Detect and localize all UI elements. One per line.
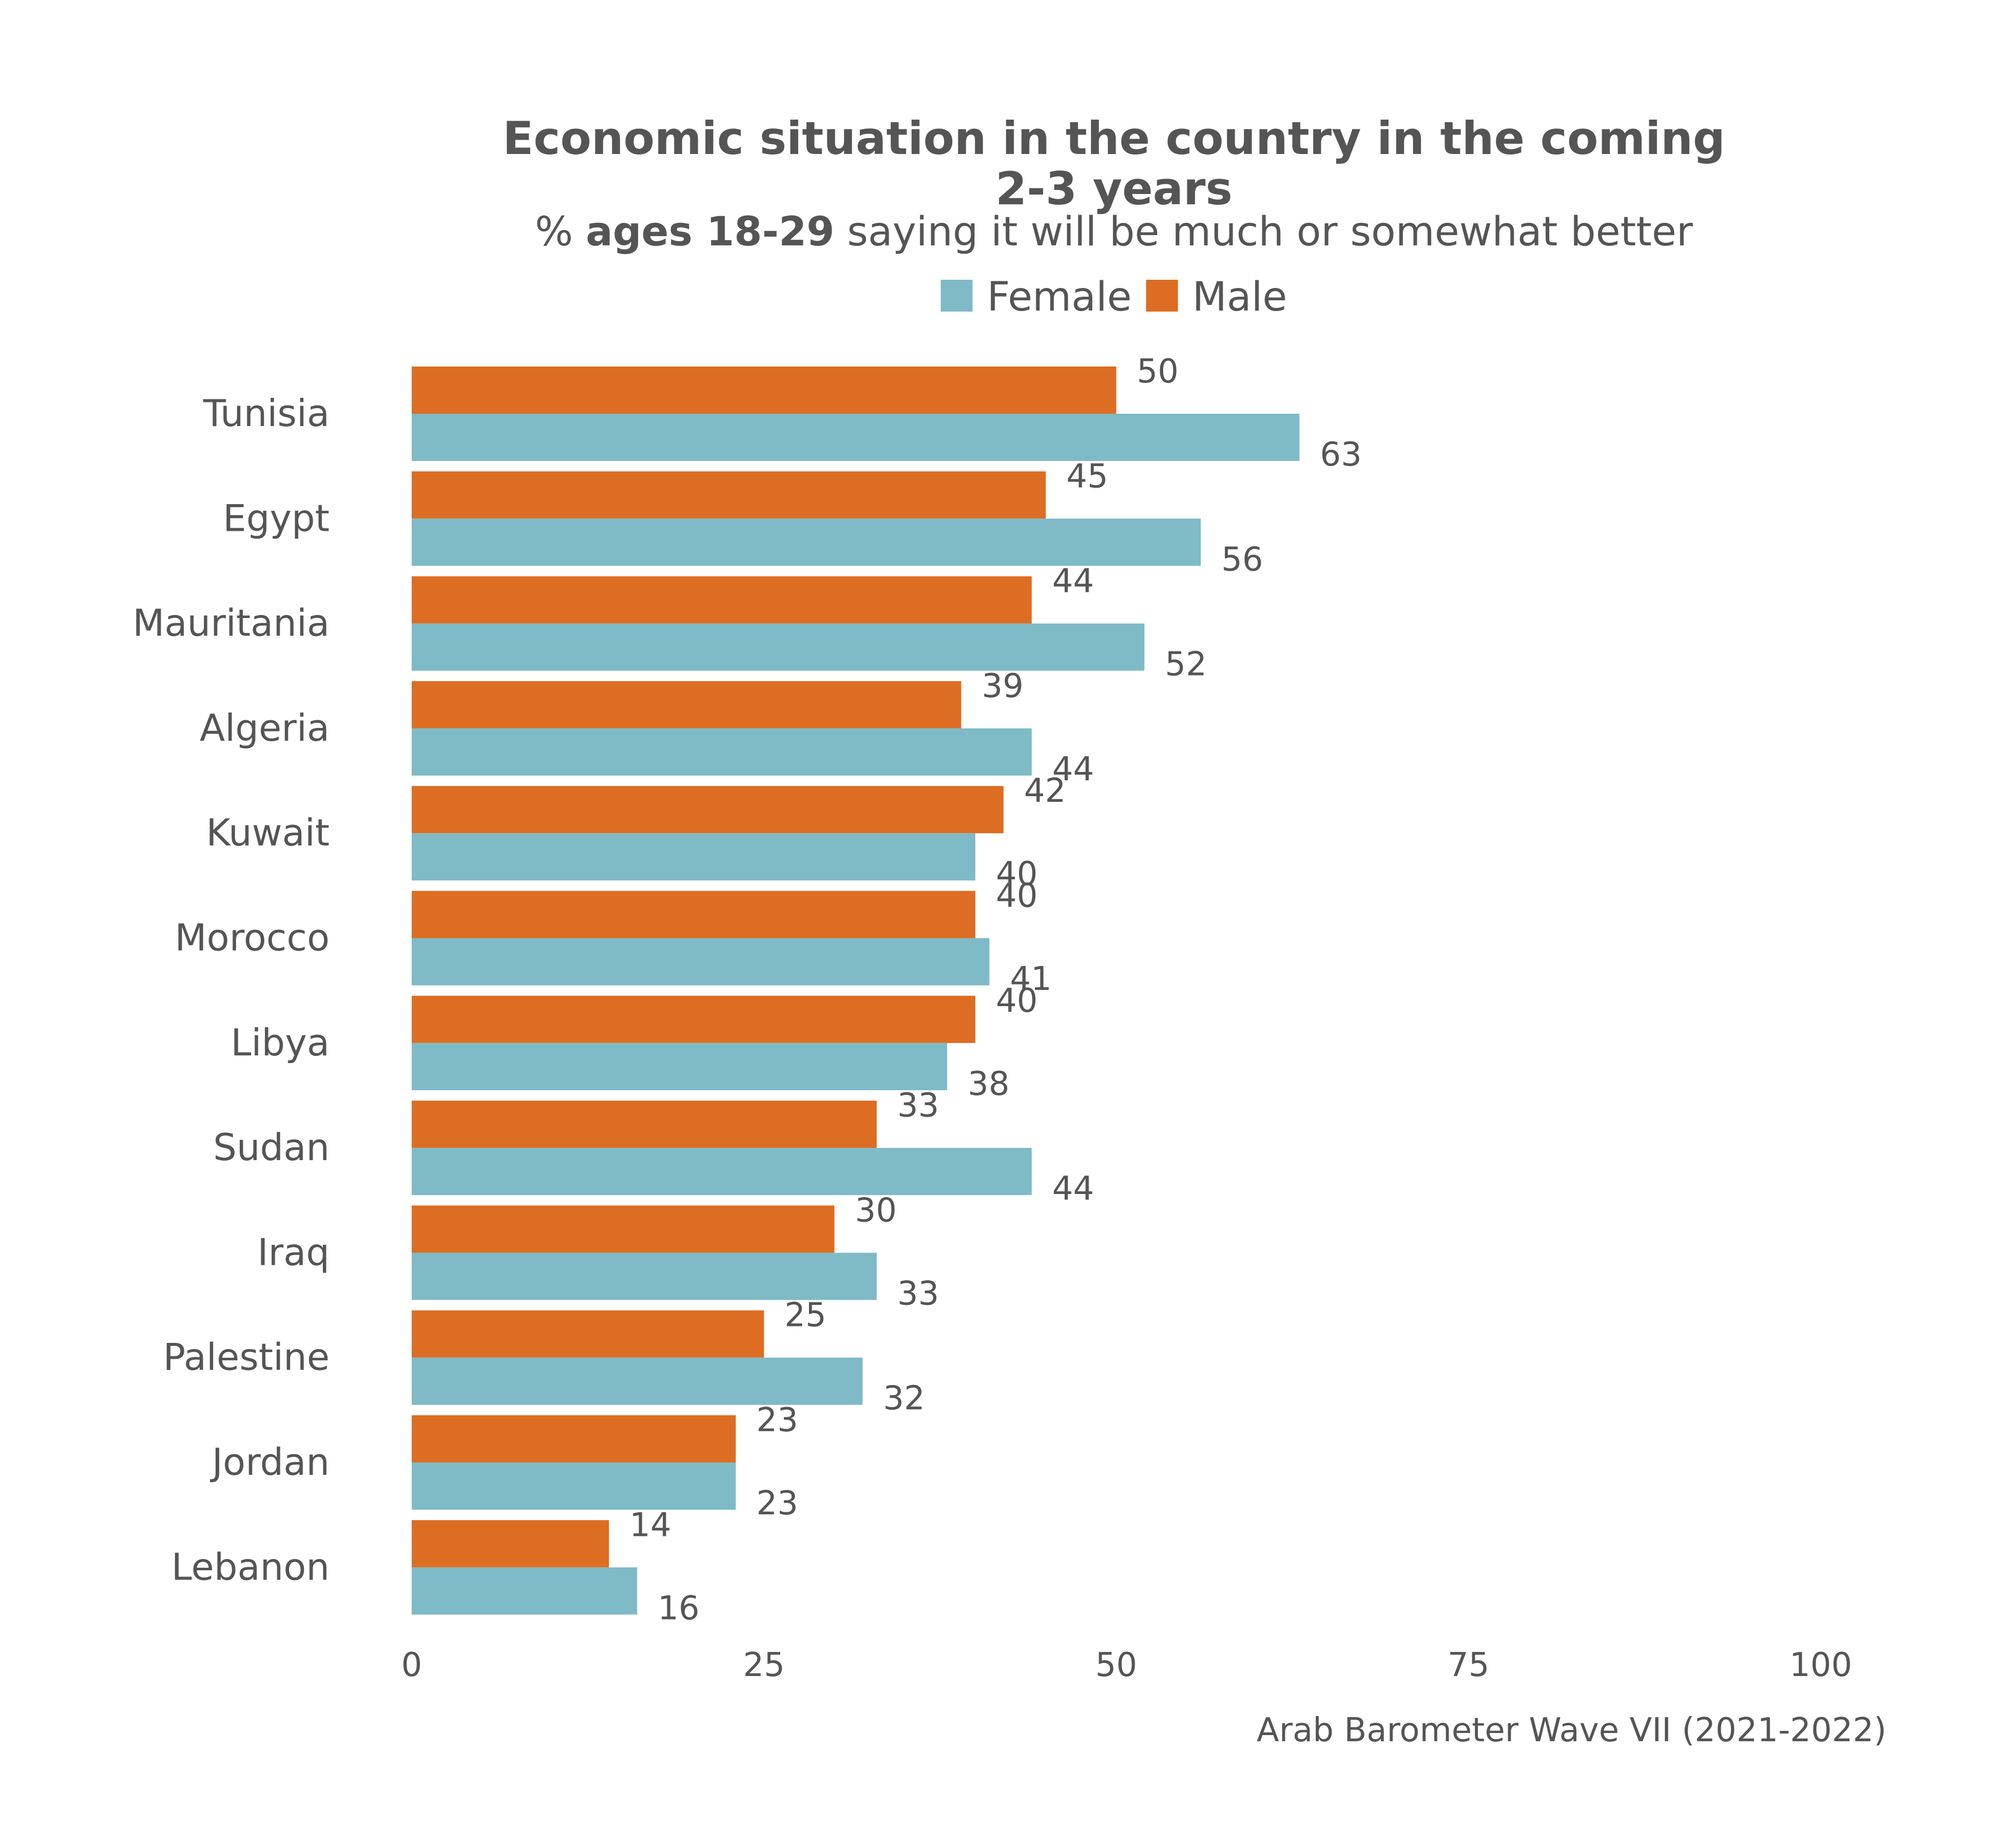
bar-libya-male — [412, 995, 975, 1043]
data-label-mauritania-male: 44 — [1052, 563, 1094, 601]
bar-iraq-male — [412, 1205, 835, 1253]
data-label-jordan-male: 23 — [756, 1401, 798, 1439]
subtitle-emphasis: ages 18-29 — [586, 209, 834, 255]
bar-lebanon-female — [412, 1567, 638, 1615]
data-label-lebanon-female: 16 — [658, 1589, 699, 1627]
data-label-tunisia-female: 63 — [1320, 436, 1361, 474]
legend: Female Male — [940, 274, 1287, 320]
x-axis-ticks-group: 0 25 50 75 100 — [401, 1646, 1852, 1684]
bar-mauritania-male — [412, 576, 1032, 624]
bar-jordan-female — [412, 1462, 736, 1510]
bar-jordan-male — [412, 1415, 736, 1462]
bars-group — [412, 367, 1300, 1615]
bar-algeria-female — [412, 728, 1032, 776]
bar-kuwait-female — [412, 833, 975, 881]
data-label-palestine-male: 25 — [784, 1297, 826, 1335]
bar-libya-female — [412, 1043, 948, 1090]
data-label-sudan-female: 44 — [1052, 1170, 1094, 1208]
category-labels-group: Tunisia Egypt Mauritania Algeria Kuwait Moroc… — [132, 392, 330, 1588]
category-label-jordan: Jordan — [210, 1440, 330, 1484]
bar-kuwait-male — [412, 786, 1004, 834]
data-label-iraq-male: 30 — [855, 1191, 897, 1229]
bar-egypt-male — [412, 471, 1046, 519]
data-label-iraq-female: 33 — [897, 1275, 939, 1313]
data-label-sudan-male: 33 — [897, 1087, 939, 1125]
category-label-egypt: Egypt — [223, 496, 330, 540]
x-tick-label-50: 50 — [1095, 1646, 1137, 1684]
bar-palestine-male — [412, 1310, 764, 1358]
data-label-libya-female: 38 — [968, 1065, 1009, 1103]
bar-morocco-female — [412, 938, 990, 986]
bar-lebanon-male — [412, 1520, 609, 1568]
category-label-kuwait: Kuwait — [206, 811, 330, 854]
data-label-mauritania-female: 52 — [1165, 646, 1206, 684]
category-label-palestine: Palestine — [163, 1336, 330, 1379]
subtitle-suffix: saying it will be much or somewhat bette… — [835, 209, 1693, 255]
x-tick-label-100: 100 — [1789, 1646, 1852, 1684]
data-labels-group: 5063455644523944424040414038334430332532… — [629, 353, 1361, 1627]
category-label-mauritania: Mauritania — [132, 602, 330, 645]
data-label-tunisia-male: 50 — [1137, 353, 1179, 391]
data-label-morocco-female: 41 — [1010, 960, 1051, 998]
bar-sudan-female — [412, 1148, 1032, 1196]
category-label-libya: Libya — [230, 1021, 330, 1064]
data-label-egypt-female: 56 — [1221, 541, 1263, 579]
category-label-tunisia: Tunisia — [203, 392, 330, 435]
data-label-algeria-female: 44 — [1052, 750, 1094, 788]
bar-tunisia-male — [412, 367, 1116, 414]
bar-iraq-female — [412, 1253, 877, 1300]
x-tick-label-25: 25 — [743, 1646, 785, 1684]
bar-tunisia-female — [412, 414, 1300, 461]
data-label-algeria-male: 39 — [982, 667, 1024, 705]
bar-palestine-female — [412, 1357, 863, 1405]
bar-morocco-male — [412, 891, 975, 938]
data-label-egypt-male: 45 — [1066, 457, 1108, 495]
category-label-iraq: Iraq — [257, 1230, 330, 1274]
data-label-jordan-female: 23 — [756, 1485, 798, 1523]
legend-label-male: Male — [1192, 274, 1287, 320]
chart-title-line-2: 2-3 years — [995, 162, 1233, 215]
bar-sudan-male — [412, 1101, 877, 1148]
data-label-lebanon-male: 14 — [629, 1506, 671, 1544]
category-label-sudan: Sudan — [213, 1126, 330, 1169]
x-tick-label-75: 75 — [1448, 1646, 1489, 1684]
bar-algeria-male — [412, 681, 961, 728]
category-label-morocco: Morocco — [175, 916, 330, 959]
data-label-morocco-male: 40 — [996, 877, 1037, 915]
data-label-palestine-female: 32 — [883, 1380, 925, 1418]
data-label-kuwait-female: 40 — [996, 855, 1037, 893]
subtitle-prefix: % — [535, 209, 586, 255]
source-note: Arab Barometer Wave VII (2021-2022) — [1257, 1711, 1886, 1749]
chart-title-line-1: Economic situation in the country in the… — [503, 112, 1725, 165]
chart-subtitle: % ages 18-29 saying it will be much or s… — [535, 209, 1693, 255]
category-label-algeria: Algeria — [200, 706, 330, 749]
x-tick-label-0: 0 — [401, 1646, 422, 1684]
data-label-kuwait-male: 42 — [1024, 772, 1066, 810]
bar-egypt-female — [412, 518, 1201, 566]
bar-mauritania-female — [412, 623, 1145, 671]
legend-label-female: Female — [987, 274, 1132, 320]
legend-swatch-female — [940, 280, 973, 312]
data-label-libya-male: 40 — [996, 982, 1037, 1020]
category-label-lebanon: Lebanon — [171, 1545, 330, 1588]
legend-swatch-male — [1146, 280, 1178, 312]
